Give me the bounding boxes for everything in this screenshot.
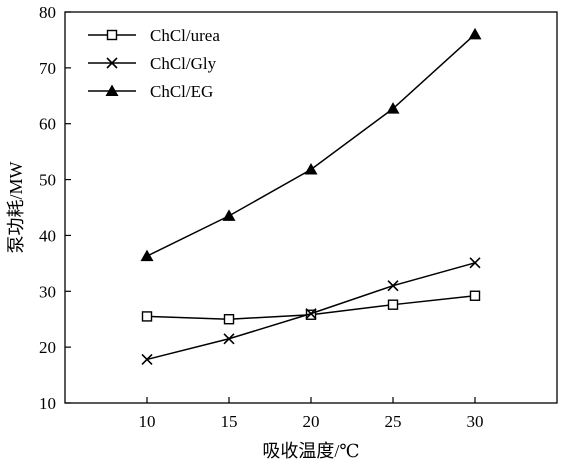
x-tick-label: 30: [467, 412, 484, 431]
y-axis: 10 20 30 40 50 60 70 80: [39, 3, 71, 413]
y-tick-label: 10: [39, 394, 56, 413]
x-tick-label: 20: [303, 412, 320, 431]
data-point-stroke: [469, 257, 481, 269]
data-point: [141, 353, 153, 365]
series-chcl-urea-points: [141, 290, 481, 325]
data-point: [387, 280, 399, 292]
data-point-stroke: [223, 333, 235, 345]
data-point: [105, 84, 119, 96]
data-point-stroke: [305, 308, 317, 320]
series-chcl-gly-points: [141, 257, 481, 365]
data-point: [469, 257, 481, 269]
y-tick-label: 50: [39, 171, 56, 190]
data-point: [468, 27, 482, 40]
data-point-stroke: [106, 57, 118, 69]
data-point: [223, 314, 235, 325]
legend-label: ChCl/urea: [150, 26, 220, 45]
data-point: [222, 209, 236, 221]
data-point: [469, 290, 481, 301]
plot-area: [64, 11, 558, 404]
x-tick-label: 25: [385, 412, 402, 431]
data-point: [387, 299, 399, 310]
y-tick-label: 80: [39, 3, 56, 22]
data-point: [386, 102, 400, 114]
series-chcl-eg-points: [140, 27, 482, 262]
data-point: [304, 163, 318, 175]
plot-frame: [64, 11, 558, 404]
y-tick-label: 70: [39, 59, 56, 78]
data-point: [106, 29, 118, 41]
legend: ChCl/urea ChCl/Gly ChCl/EG: [88, 26, 220, 101]
x-tick-label: 15: [221, 412, 238, 431]
data-point: [223, 333, 235, 345]
y-axis-title: 泵功耗/MW: [6, 161, 26, 253]
legend-item: ChCl/urea: [88, 26, 220, 45]
x-axis-title: 吸收温度/℃: [262, 441, 359, 461]
legend-item: ChCl/Gly: [88, 54, 217, 73]
legend-label: ChCl/EG: [150, 82, 213, 101]
y-tick-label: 20: [39, 338, 56, 357]
data-point-stroke: [141, 353, 153, 365]
y-tick-label: 30: [39, 282, 56, 301]
series-lines: [140, 27, 482, 365]
data-point-stroke: [387, 280, 399, 292]
data-point: [141, 311, 153, 322]
legend-item: ChCl/EG: [88, 82, 213, 101]
y-tick-label: 40: [39, 226, 56, 245]
x-axis: 10 15 20 25 30: [139, 397, 484, 431]
legend-label: ChCl/Gly: [150, 54, 217, 73]
data-point: [106, 57, 118, 69]
data-point: [140, 249, 154, 262]
x-tick-label: 10: [139, 412, 156, 431]
data-point: [305, 308, 317, 320]
y-tick-label: 60: [39, 115, 56, 134]
